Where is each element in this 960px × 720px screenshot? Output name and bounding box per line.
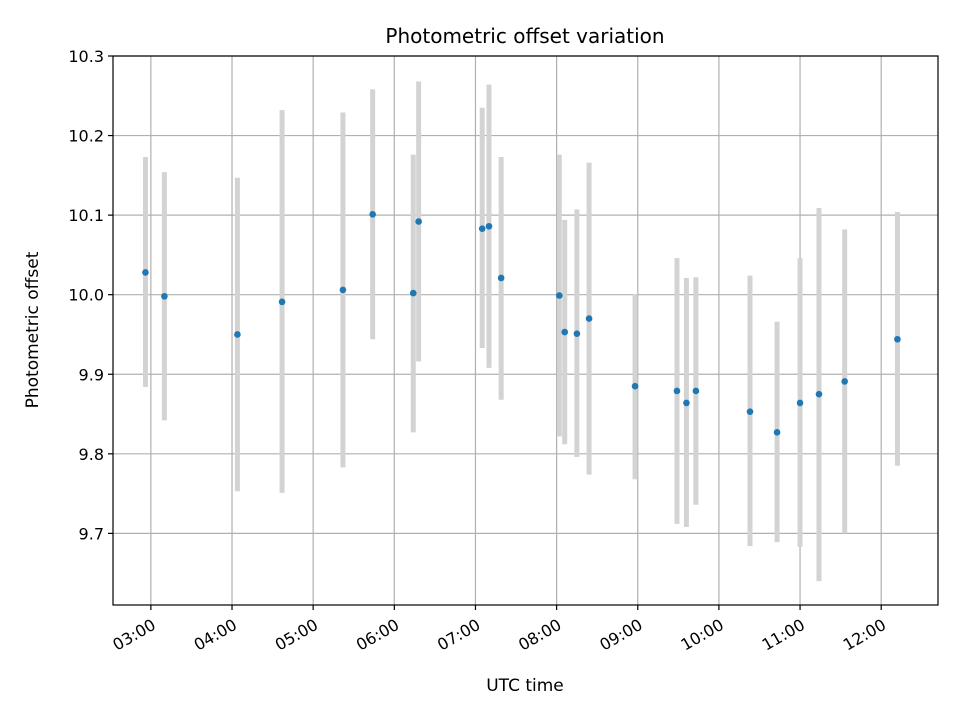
y-axis: 9.7 9.8 9.9 10.0 10.1 10.2 10.3 [68,47,113,543]
data-point [409,289,417,297]
plot-frame [112,55,939,606]
data-point [894,335,901,343]
data-point [585,315,593,322]
data-point [415,218,422,225]
y-tick-label: 9.7 [79,524,104,543]
y-tick-label: 10.2 [68,127,104,146]
data-point [278,298,286,306]
y-tick-label: 10.3 [68,47,104,66]
data-point [369,211,376,218]
data-points [142,211,901,436]
data-point [746,408,754,415]
data-point [485,222,493,230]
data-point [573,330,581,337]
data-point [339,286,347,294]
y-tick-label: 10.0 [68,286,104,305]
y-tick-label: 9.9 [79,365,104,384]
data-point [815,390,823,398]
data-point [497,274,505,282]
data-point [773,429,781,436]
data-point [673,387,681,395]
chart-title: Photometric offset variation [385,24,664,48]
data-point [692,387,700,395]
data-point [161,292,168,300]
data-point [556,292,563,299]
y-tick-label: 10.1 [68,206,104,225]
y-tick-label: 9.8 [79,445,104,464]
data-point [841,378,848,385]
y-axis-title: Photometric offset [23,251,43,408]
data-point [796,399,804,407]
x-axis-title: UTC time [486,676,564,696]
data-point [142,269,149,276]
data-point [631,382,639,390]
data-point [561,328,569,336]
data-point [683,399,690,407]
data-point [234,331,241,338]
data-point [478,225,486,232]
